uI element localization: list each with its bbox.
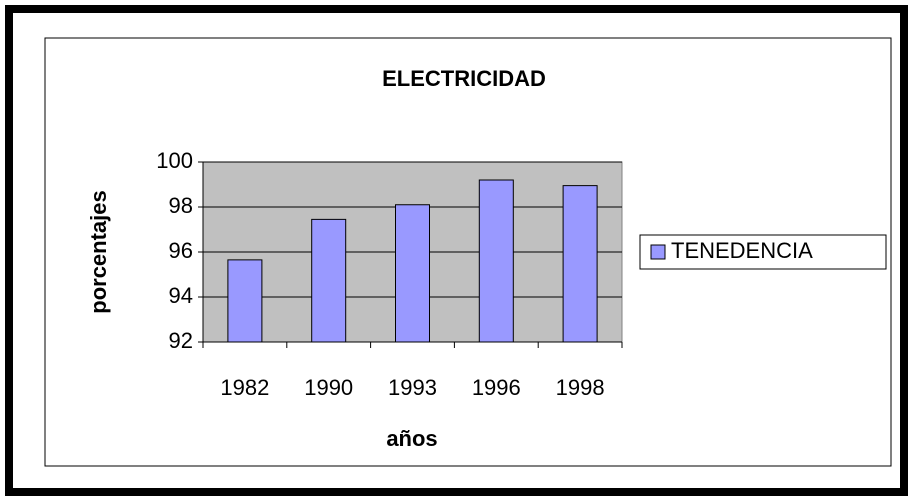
x-tick-label: 1990 — [304, 375, 353, 400]
legend-label: TENEDENCIA — [671, 238, 813, 263]
bar — [562, 185, 598, 343]
y-tick-label: 96 — [169, 238, 193, 263]
y-tick-label: 92 — [169, 328, 193, 353]
y-tick-label: 94 — [169, 283, 193, 308]
y-tick-label: 98 — [169, 193, 193, 218]
x-tick-label: 1996 — [472, 375, 521, 400]
legend-swatch — [650, 244, 666, 260]
bar — [395, 204, 430, 343]
bar — [478, 179, 514, 343]
legend-box — [639, 234, 887, 270]
bar — [311, 218, 347, 343]
x-tick-label: 1998 — [556, 375, 605, 400]
x-tick-label: 1982 — [220, 375, 269, 400]
x-tick-label: 1993 — [388, 375, 437, 400]
y-axis-label: porcentajes — [86, 190, 111, 314]
x-axis-label: años — [386, 426, 437, 451]
y-tick-label: 100 — [156, 148, 193, 173]
bar — [227, 259, 263, 343]
chart-title: ELECTRICIDAD — [382, 66, 546, 91]
